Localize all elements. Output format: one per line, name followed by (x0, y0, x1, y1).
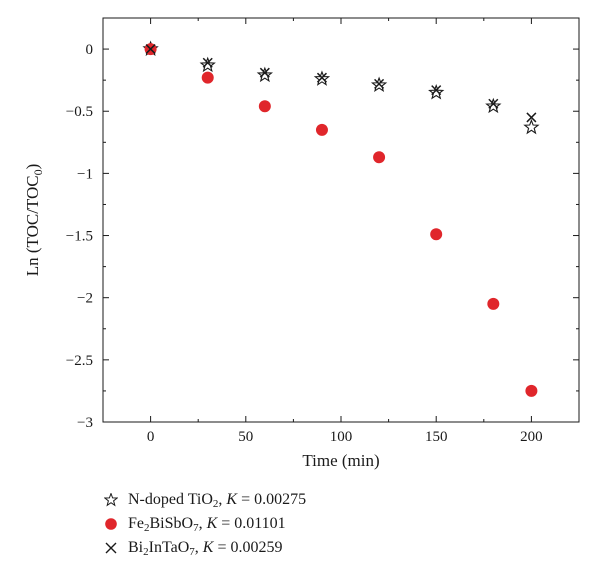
data-point-circle (201, 71, 214, 84)
plot-frame (102, 17, 580, 423)
legend-text-part: = 0.00259 (213, 539, 283, 556)
legend-text-part: = 0.00275 (237, 491, 307, 508)
series-circle (144, 43, 538, 397)
x-tick-label: 150 (425, 429, 448, 445)
legend-text-part: Bi (128, 539, 144, 556)
data-point-x (431, 85, 442, 96)
circle-icon (104, 517, 118, 531)
data-point-circle (258, 100, 271, 113)
legend-text-part: = 0.01101 (217, 515, 286, 532)
legend-text-part: , (194, 539, 203, 556)
scatter-chart: 0 50 100 150 200 0 −0.5 −1 −1.5 −2 −2.5 −3 Time (mi… (23, 17, 580, 470)
y-axis-label-main: Ln (TOC/TOC (23, 175, 42, 276)
legend-text-part: K (202, 539, 214, 556)
legend-item-bi2intao7: Bi2InTaO7, K = 0.00259 (104, 536, 306, 560)
legend-text-part: K (206, 515, 218, 532)
legend-circle-shape (105, 518, 117, 530)
x-tick-label: 50 (238, 429, 253, 445)
data-point-star (313, 70, 331, 86)
legend-star-shape (104, 493, 118, 507)
data-point-circle (373, 151, 386, 164)
data-point-x (316, 72, 327, 83)
data-point-circle (430, 228, 443, 241)
data-point-circle (525, 384, 538, 397)
axes: 0 50 100 150 200 0 −0.5 −1 −1.5 −2 −2.5 −3 (66, 17, 580, 445)
data-point-x (202, 57, 213, 68)
x-mark-icon (104, 541, 118, 555)
legend-label-fe2bisbo7: Fe2BiSbO7, K = 0.01101 (128, 512, 286, 536)
legend-text-part: K (226, 491, 238, 508)
y-tick-label: −0.5 (66, 104, 93, 120)
data-point-star (256, 66, 273, 83)
x-tick-label: 0 (147, 429, 155, 445)
legend-item-fe2bisbo7: Fe2BiSbO7, K = 0.01101 (104, 512, 306, 536)
data-point-star (370, 76, 388, 93)
legend-text-part: 7 (193, 522, 199, 534)
legend-text-part: N-doped TiO (128, 491, 213, 508)
x-tick-label: 200 (520, 429, 543, 445)
legend-item-n-doped-tio2: N-doped TiO2, K = 0.00275 (104, 488, 306, 512)
y-tick-label: −2 (77, 291, 93, 307)
legend-text-part: 2 (144, 522, 150, 534)
legend-label-bi2intao7: Bi2InTaO7, K = 0.00259 (128, 536, 282, 560)
y-tick-label: −3 (77, 415, 93, 431)
legend-x-shape (105, 542, 117, 554)
legend-text-part: Fe (128, 515, 144, 532)
legend-text-part: , (218, 491, 227, 508)
data-point-circle (487, 297, 500, 310)
star-icon (104, 493, 118, 507)
legend-text-part: 2 (143, 546, 149, 558)
legend-label-n-doped-tio2: N-doped TiO2, K = 0.00275 (128, 488, 306, 512)
legend-text-part: InTaO (148, 539, 190, 556)
data-point-star (485, 97, 502, 114)
y-tick-label: −1.5 (66, 229, 93, 245)
data-point-x (488, 98, 499, 109)
y-tick-label: 0 (86, 42, 94, 58)
data-point-x (374, 78, 385, 89)
legend-text-part: BiSbO (149, 515, 194, 532)
data-point-x (145, 44, 156, 55)
legend-text-part: 7 (189, 546, 195, 558)
data-marks (142, 40, 540, 397)
series-star (142, 40, 540, 135)
data-point-x (259, 67, 270, 78)
series-x (145, 44, 537, 123)
x-axis-label: Time (min) (302, 451, 379, 470)
y-tick-label: −1 (77, 166, 93, 182)
y-axis-label-sub: 0 (31, 169, 45, 175)
data-point-x (526, 112, 537, 123)
data-point-star (199, 56, 216, 73)
x-tick-label: 100 (330, 429, 353, 445)
data-point-star (428, 84, 445, 100)
y-axis-label-end: ) (23, 164, 42, 170)
legend: N-doped TiO2, K = 0.00275 Fe2BiSbO7, K =… (104, 488, 306, 560)
legend-text-part: 2 (212, 498, 219, 510)
y-tick-label: −2.5 (66, 353, 93, 369)
data-point-star (523, 118, 540, 135)
data-point-circle (315, 123, 328, 136)
legend-text-part: , (198, 515, 207, 532)
y-axis-label: Ln (TOC/TOC0) (23, 164, 45, 277)
